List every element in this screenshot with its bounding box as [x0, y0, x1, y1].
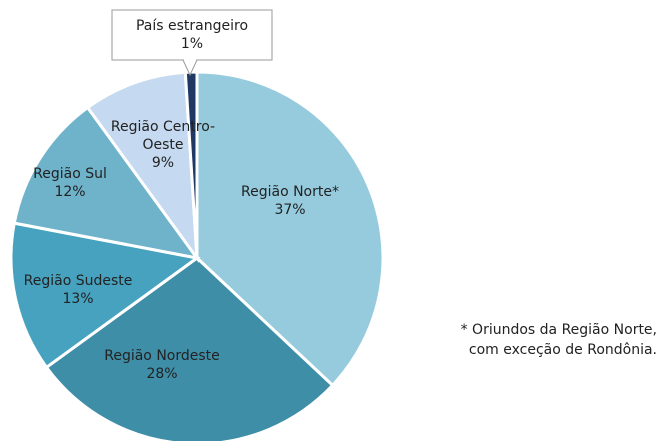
slice-name: Região Norte*: [241, 184, 339, 200]
slice-value: 12%: [54, 184, 86, 200]
slice-value: 13%: [62, 291, 94, 307]
slice-label: Região Centro-Oeste 9%: [108, 118, 218, 172]
slice-value: 37%: [274, 202, 306, 218]
pie-slice: [195, 70, 385, 388]
slice-label: Região Sul 12%: [15, 165, 125, 201]
slice-name: Região Nordeste: [104, 348, 220, 364]
slice-name: Região Sul: [33, 166, 107, 182]
pie-slice: [44, 256, 335, 441]
slice-value: 9%: [151, 155, 175, 171]
slice-name: Região Sudeste: [23, 273, 133, 289]
slice-label: País estrangeiro 1%: [112, 17, 272, 53]
slice-name: País estrangeiro: [135, 18, 249, 34]
slice-value: 28%: [146, 366, 178, 382]
footnote-line: * Oriundos da Região Norte,: [460, 322, 657, 338]
pie-slice: [9, 221, 201, 370]
callout-pointer: [182, 59, 198, 77]
pie-slice: [85, 70, 199, 264]
footnote-line: com exceção de Rondônia.: [468, 342, 657, 358]
slice-label: Região Norte* 37%: [215, 183, 365, 219]
slice-value: 1%: [180, 36, 204, 52]
footnote: * Oriundos da Região Norte, com exceção …: [372, 320, 657, 360]
slice-name: Região Centro-Oeste: [110, 119, 216, 153]
slice-label: Região Nordeste 28%: [82, 347, 242, 383]
pie-slice: [12, 105, 201, 261]
slice-label: Região Sudeste 13%: [3, 272, 153, 308]
